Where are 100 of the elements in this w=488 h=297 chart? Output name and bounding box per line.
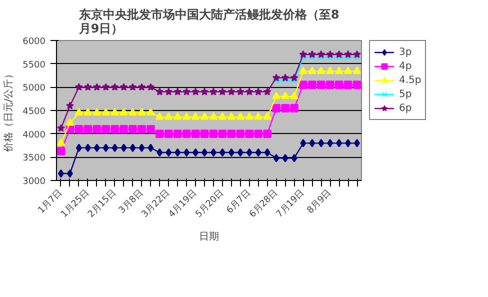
point (353, 50, 361, 58)
point (228, 148, 234, 157)
point (146, 125, 155, 134)
point (76, 144, 82, 152)
point (236, 130, 245, 138)
point (326, 80, 334, 89)
y-tick-label: 5000 (22, 84, 46, 94)
point (102, 83, 110, 91)
point (138, 144, 145, 152)
x-tick-label: 8月9日 (306, 188, 334, 216)
point (156, 112, 164, 120)
point (326, 66, 334, 74)
point (272, 104, 280, 112)
point (148, 144, 154, 152)
point (130, 144, 136, 152)
point (102, 144, 109, 152)
point (56, 146, 66, 156)
point (354, 139, 360, 148)
point (336, 139, 342, 148)
point (138, 125, 146, 134)
point (290, 104, 298, 112)
point (218, 88, 226, 96)
legend-label: 6p (399, 102, 413, 115)
point (352, 80, 362, 89)
point (334, 80, 344, 89)
point (110, 108, 119, 116)
point (254, 88, 262, 96)
point (112, 144, 118, 152)
point (344, 80, 352, 89)
point (200, 88, 208, 96)
point (245, 130, 254, 138)
point (156, 148, 163, 157)
legend-label: 4.5p (399, 74, 422, 87)
point (192, 148, 199, 157)
legend-label: 4p (399, 60, 413, 73)
point (344, 50, 352, 58)
point (66, 118, 74, 126)
point (146, 83, 155, 91)
point (263, 130, 272, 138)
point (299, 66, 308, 74)
point (290, 74, 298, 82)
point (299, 80, 308, 89)
point (128, 108, 137, 116)
point (74, 83, 83, 91)
point (334, 66, 344, 74)
point (92, 125, 102, 134)
point (264, 148, 270, 157)
point (263, 112, 272, 120)
y-tick-label: 4500 (22, 107, 46, 117)
point (309, 139, 316, 148)
point (299, 50, 308, 58)
point (236, 88, 244, 96)
point (218, 130, 227, 138)
point (246, 148, 252, 157)
point (227, 130, 236, 138)
point (146, 108, 155, 116)
point (92, 83, 101, 91)
point (308, 66, 316, 74)
point (191, 112, 200, 120)
y-tick-label: 3000 (22, 177, 46, 187)
point (209, 112, 218, 120)
point (102, 108, 110, 116)
point (254, 130, 262, 138)
point (344, 66, 352, 74)
point (56, 138, 66, 146)
point (281, 104, 290, 112)
point (128, 83, 137, 91)
point (92, 108, 102, 116)
point (308, 50, 316, 58)
y-tick-label: 3500 (22, 154, 46, 164)
point (245, 112, 254, 120)
point (316, 66, 326, 74)
point (174, 148, 181, 157)
point (281, 92, 290, 100)
point (138, 83, 146, 91)
x-axis-title: 日期 (199, 230, 219, 242)
point (94, 144, 100, 152)
point (318, 139, 324, 148)
point (120, 144, 127, 152)
point (173, 130, 182, 138)
point (219, 148, 226, 157)
point (273, 154, 280, 162)
point (236, 112, 245, 120)
point (110, 83, 119, 91)
legend-label: 5p (399, 88, 413, 101)
point (237, 148, 244, 157)
point (255, 148, 262, 157)
point (290, 92, 298, 100)
point (182, 88, 191, 96)
point (335, 50, 344, 58)
point (156, 88, 164, 96)
point (300, 139, 306, 148)
point (84, 83, 92, 91)
point (174, 88, 182, 96)
point (102, 125, 110, 134)
point (182, 130, 191, 138)
point (263, 88, 272, 96)
y-tick-label: 5500 (22, 60, 46, 70)
point (57, 124, 65, 132)
point (156, 130, 164, 138)
